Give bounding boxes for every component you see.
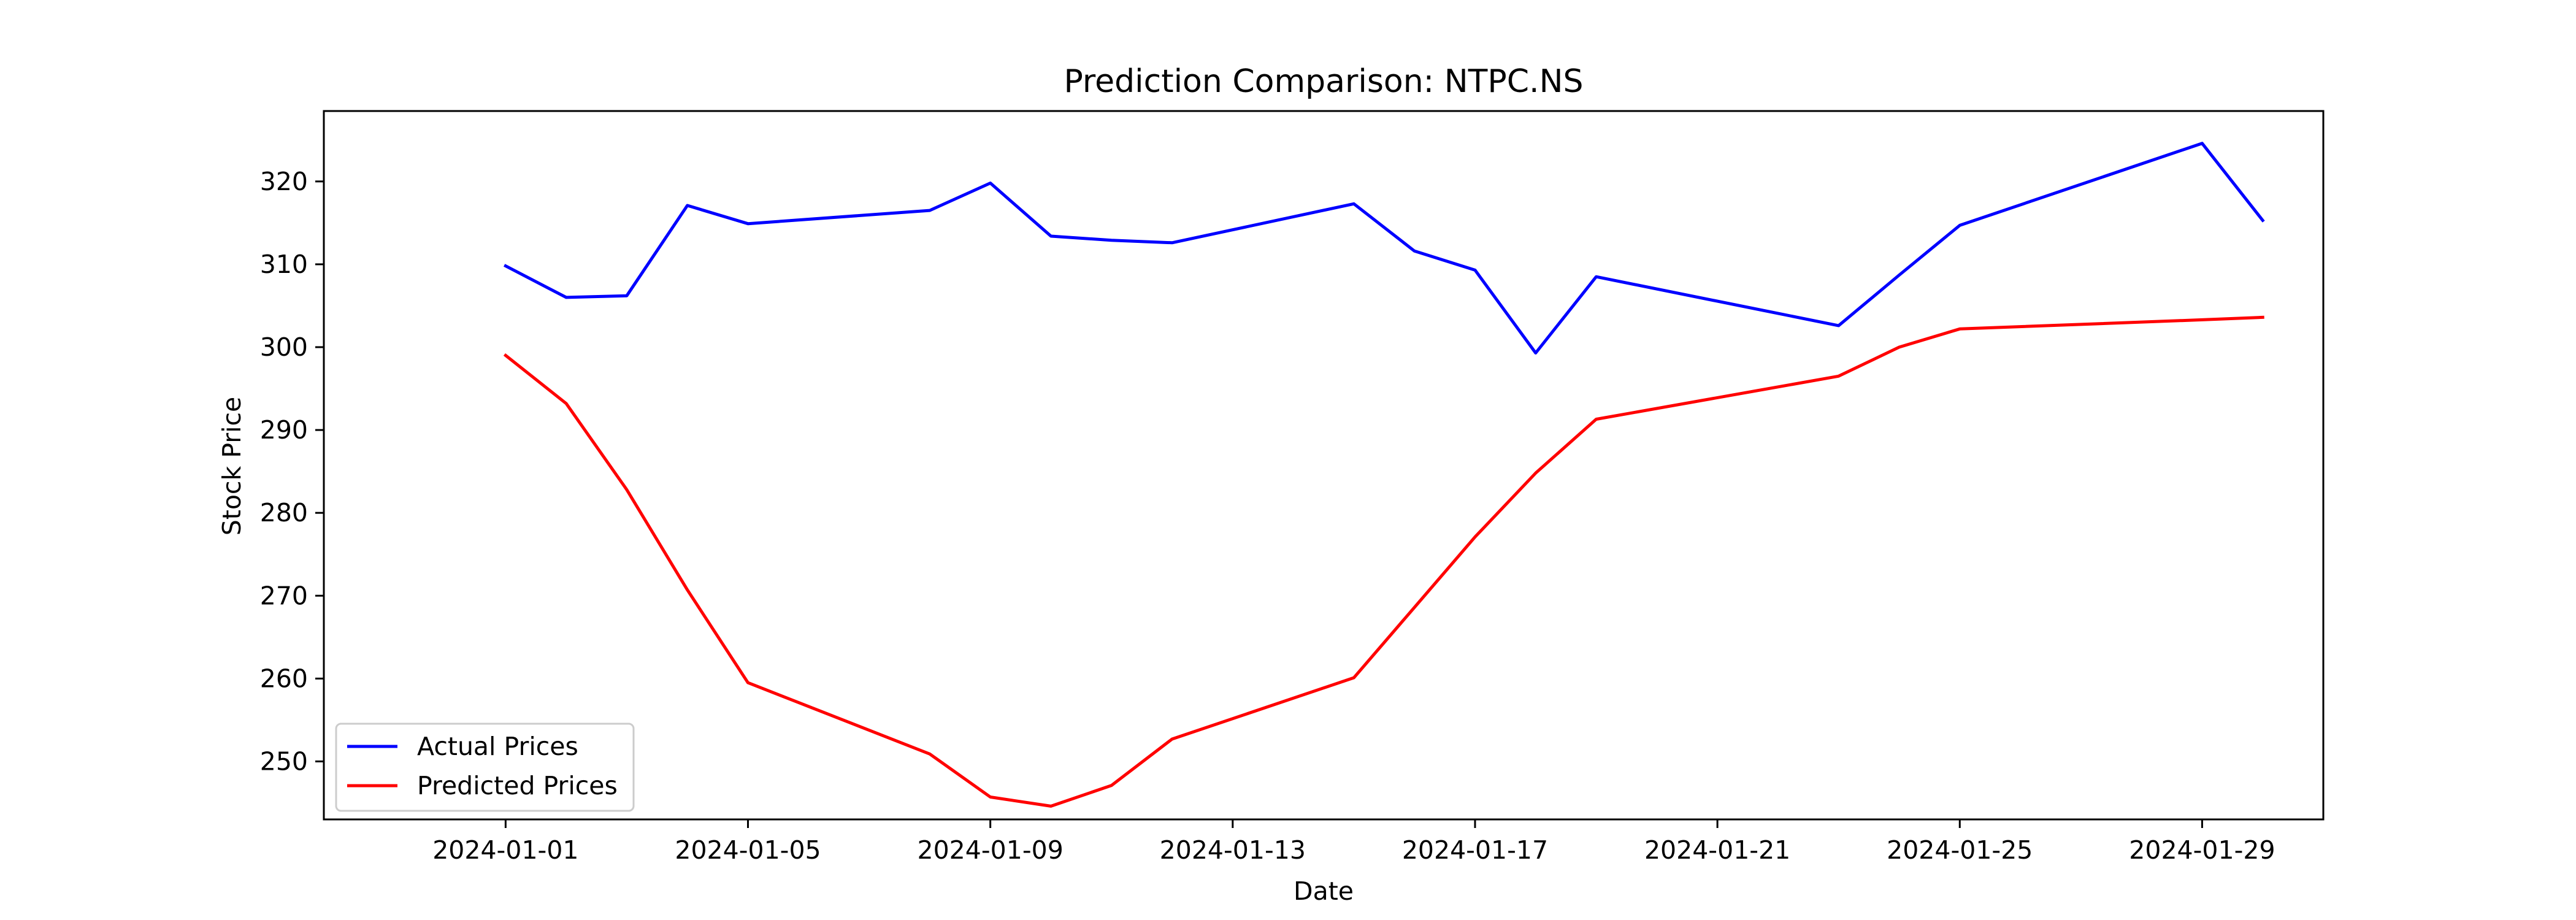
plot-frame [323, 110, 2325, 821]
y-axis-label: Stock Price [217, 397, 247, 536]
y-tick-label: 270 [260, 581, 308, 610]
x-tick-label: 2024-01-29 [2129, 835, 2275, 865]
series-line-0 [504, 142, 2265, 355]
x-axis-label: Date [1294, 876, 1354, 906]
x-tick-label: 2024-01-01 [432, 835, 578, 865]
x-tick-label: 2024-01-05 [675, 835, 821, 865]
x-tick-label: 2024-01-17 [1402, 835, 1548, 865]
y-tick-label: 310 [260, 250, 308, 279]
y-tick-label: 280 [260, 498, 308, 527]
series-line-1 [503, 315, 2264, 808]
legend-label-0: Actual Prices [417, 732, 578, 761]
legend-label-1: Predicted Prices [417, 771, 618, 800]
series-layer [503, 142, 2265, 808]
legend: Actual Prices Predicted Prices [335, 723, 635, 812]
y-tick-label: 300 [260, 332, 308, 362]
legend-box [335, 723, 635, 812]
x-tick-label: 2024-01-09 [918, 835, 1064, 865]
chart-title: Prediction Comparison: NTPC.NS [1064, 63, 1583, 100]
y-tick-label: 260 [260, 664, 308, 693]
y-tick-label: 320 [260, 167, 308, 196]
y-tick-label: 250 [260, 746, 308, 776]
y-tick-label: 290 [260, 415, 308, 445]
x-tick-label: 2024-01-21 [1644, 835, 1790, 865]
x-tick-label: 2024-01-13 [1160, 835, 1306, 865]
ticks-layer: 2024-01-01 2024-01-05 2024-01-09 2024-01-13… [260, 167, 2275, 865]
x-tick-label: 2024-01-25 [1887, 835, 2033, 865]
